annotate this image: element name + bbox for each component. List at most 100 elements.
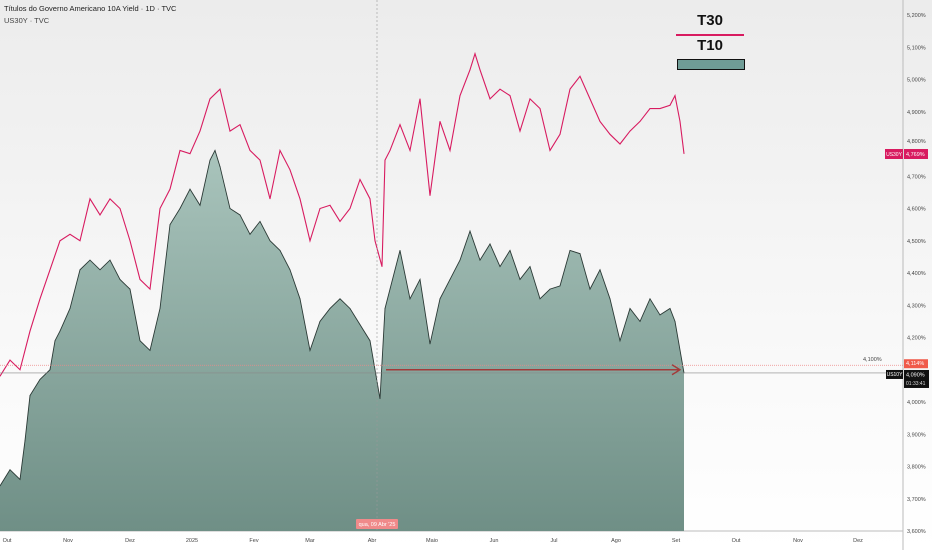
x-tick-label: Mar xyxy=(305,538,315,544)
t30-point xyxy=(609,133,611,135)
t10-point xyxy=(519,279,521,280)
x-tick-label: Nov xyxy=(793,538,803,544)
t30-point xyxy=(381,266,383,267)
t30-point xyxy=(339,221,341,222)
x-tick-label: Jun xyxy=(490,538,499,544)
t30-point xyxy=(329,204,331,206)
t30-point xyxy=(209,98,211,100)
t30-point xyxy=(389,150,391,151)
t30-point xyxy=(319,208,321,209)
us10y-symbol: US10Y xyxy=(887,372,904,378)
x-tick-label: Out xyxy=(3,538,12,544)
t10-point xyxy=(69,308,71,309)
t30-point xyxy=(599,121,601,122)
y-tick-label: 4,600% xyxy=(907,207,926,213)
t30-line xyxy=(0,51,685,377)
t10-point xyxy=(539,298,541,300)
t30-point xyxy=(309,240,311,242)
t30-point xyxy=(589,98,591,100)
legend-t10-label: T10 xyxy=(697,37,723,54)
t30-point xyxy=(539,108,541,109)
y-tick-label: 3,800% xyxy=(907,465,926,471)
t10-point xyxy=(179,208,181,209)
crosshair-date-badge xyxy=(356,519,398,529)
t30-point xyxy=(469,69,471,71)
t30-point xyxy=(39,298,41,300)
t10-point xyxy=(79,269,81,271)
t30-point xyxy=(374,240,376,242)
t30-point xyxy=(639,121,641,122)
t10-point xyxy=(209,159,211,161)
t10-line xyxy=(0,149,685,487)
y-tick-label: 4,300% xyxy=(907,303,926,309)
t30-point xyxy=(439,121,441,122)
us30y-symbol-badge xyxy=(885,148,903,159)
t10-point xyxy=(229,208,231,209)
t10-point xyxy=(54,340,56,342)
t10-point xyxy=(379,398,381,400)
t30-point xyxy=(683,153,685,155)
x-tick-label: Abr xyxy=(368,538,377,544)
us30y-price: 4,769% xyxy=(906,152,925,158)
t30-point xyxy=(669,104,671,106)
t30-point xyxy=(269,198,271,200)
t10-point xyxy=(669,308,671,309)
t30-point xyxy=(359,179,361,180)
t30-point xyxy=(579,75,581,77)
t10-point xyxy=(509,250,511,251)
legend-t30-label: T30 xyxy=(697,12,723,29)
t30-point xyxy=(139,279,141,280)
x-tick-label: Jul xyxy=(550,538,557,544)
t10-point xyxy=(219,166,221,167)
t30-point xyxy=(459,95,461,97)
t30-point xyxy=(299,198,301,200)
t30-point xyxy=(79,240,81,242)
x-tick-label: Dez xyxy=(853,538,863,544)
t30-point xyxy=(149,288,151,290)
crosshair-date-label: qua, 09 Abr '25 xyxy=(359,522,396,528)
t30-point xyxy=(69,233,71,235)
t10-point xyxy=(639,320,641,322)
t10-point xyxy=(149,350,151,351)
t30-point xyxy=(449,150,451,151)
t10-point xyxy=(459,259,461,261)
t10-point xyxy=(99,269,101,271)
annotation-arrow-head xyxy=(671,364,682,376)
x-tick-label: Set xyxy=(672,538,681,544)
t10-point xyxy=(599,269,601,271)
t10-point xyxy=(49,369,51,371)
x-tick-label: Ago xyxy=(611,538,621,544)
t10-point xyxy=(199,204,201,206)
t30-point xyxy=(409,150,411,151)
t10-point xyxy=(19,479,21,480)
t10-point xyxy=(29,395,31,396)
t30-point xyxy=(29,330,31,332)
us10y-price: 4,090% xyxy=(906,372,925,378)
us30y-price-badge xyxy=(904,148,928,159)
y-tick-label: 4,700% xyxy=(907,174,926,180)
t10-point xyxy=(309,350,311,351)
t30-point xyxy=(659,108,661,109)
t30-point xyxy=(179,150,181,151)
t10-area xyxy=(0,150,684,531)
chart-title: Títulos do Governo Americano 10A Yield ·… xyxy=(4,4,177,13)
t10-point xyxy=(169,224,171,226)
t10-point xyxy=(439,298,441,300)
t10-point xyxy=(579,253,581,255)
y-tick-label: 4,400% xyxy=(907,271,926,277)
x-tick-label: Out xyxy=(732,538,741,544)
t30-point xyxy=(679,121,681,122)
t30-point xyxy=(59,240,61,242)
y-tick-label: 3,600% xyxy=(907,529,926,535)
t10-point xyxy=(559,285,561,287)
t10-point xyxy=(389,288,391,290)
t10-point xyxy=(649,298,651,300)
t30-point xyxy=(169,188,171,190)
price-4114-value: 4,114% xyxy=(906,361,924,367)
t30-point xyxy=(89,198,91,200)
t10-point xyxy=(289,269,291,271)
x-tick-label: Maio xyxy=(426,538,438,544)
chart-subtitle: US30Y · TVC xyxy=(4,16,50,25)
t10-point xyxy=(489,243,491,245)
